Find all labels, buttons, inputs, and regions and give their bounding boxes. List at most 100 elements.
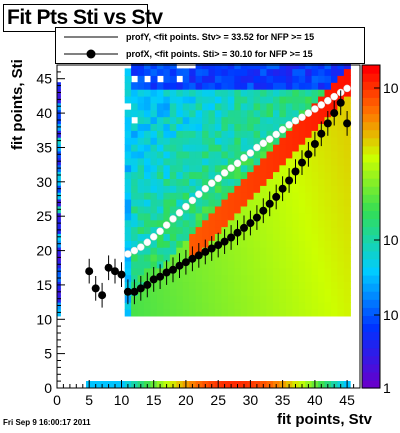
heatmap-cell	[331, 199, 338, 207]
profY-point	[162, 221, 171, 229]
profY-point	[272, 130, 280, 139]
heatmap-cell	[156, 192, 164, 200]
heatmap-cell	[311, 68, 319, 76]
profX-point	[207, 244, 216, 253]
heatmap-cell	[292, 102, 300, 111]
heatmap-cell	[305, 82, 313, 90]
heatmap-cell	[156, 116, 164, 124]
heatmap-cell	[273, 260, 280, 269]
heatmap-cell	[221, 123, 229, 131]
heatmap-cell	[292, 205, 300, 214]
heatmap-cell	[279, 157, 287, 166]
heatmap-cell	[318, 164, 326, 173]
heatmap-cell	[331, 192, 338, 200]
heatmap-cell	[337, 212, 345, 221]
heatmap-cell	[169, 123, 177, 131]
profX-point	[117, 270, 126, 279]
heatmap-cell	[221, 267, 229, 276]
profX-point	[188, 254, 197, 263]
heatmap-cell	[124, 75, 132, 83]
heatmap-cell	[240, 157, 248, 166]
heatmap-cell	[266, 247, 274, 255]
heatmap-cell	[131, 219, 139, 228]
heatmap-cell	[131, 233, 139, 241]
heatmap-cell	[202, 192, 210, 200]
heatmap-cell	[266, 157, 274, 166]
heatmap-cell	[240, 247, 248, 255]
heatmap-cell	[144, 95, 151, 104]
heatmap-cell	[253, 199, 261, 207]
heatmap-cell	[150, 68, 158, 76]
heatmap-cell	[331, 254, 338, 262]
heatmap-cell	[331, 274, 338, 283]
heatmap-cell	[266, 254, 274, 262]
heatmap-cell	[279, 288, 287, 296]
heatmap-cell	[247, 192, 255, 200]
heatmap-cell	[189, 219, 197, 228]
heatmap-cell	[240, 144, 248, 152]
heatmap-cell	[221, 75, 229, 83]
heatmap-cell	[343, 226, 351, 234]
heatmap-cell	[298, 309, 306, 317]
heatmap-cell	[234, 302, 242, 310]
profX-point	[156, 272, 165, 281]
heatmap-cell	[214, 89, 222, 97]
heatmap-cell	[292, 123, 300, 131]
heatmap-cell	[202, 89, 210, 97]
heatmap-cell	[279, 281, 287, 289]
heatmap-cell	[163, 240, 171, 248]
heatmap-cell	[234, 102, 242, 111]
profX-point	[98, 291, 107, 300]
heatmap-cell	[337, 199, 345, 207]
heatmap-cell	[285, 144, 293, 152]
profX-point	[227, 233, 236, 242]
heatmap-cell	[318, 219, 326, 228]
chart-title: Fit Pts Sti vs Stv	[7, 6, 163, 29]
heatmap-cell	[137, 267, 145, 276]
heatmap-cell	[285, 68, 293, 76]
heatmap-cell	[124, 150, 132, 159]
palette-band	[362, 323, 380, 333]
heatmap-cell	[279, 89, 287, 97]
heatmap-cell	[208, 89, 216, 97]
heatmap-cell	[208, 205, 216, 214]
heatmap-cell	[214, 288, 222, 296]
heatmap-cell	[182, 130, 190, 138]
heatmap-cell	[305, 95, 313, 104]
heatmap-cell	[144, 302, 151, 310]
profX-point	[149, 275, 158, 284]
heatmap-cell	[208, 157, 216, 166]
palette-tick-label: 1	[383, 380, 391, 396]
heatmap-cell	[260, 240, 268, 248]
heatmap-cell	[214, 199, 222, 207]
heatmap-cell	[247, 199, 255, 207]
heatmap-cell	[324, 199, 332, 207]
heatmap-cell	[279, 295, 287, 303]
heatmap-cell	[124, 82, 132, 90]
heatmap-cell	[214, 157, 222, 166]
heatmap-cell	[260, 185, 268, 193]
heatmap-cell	[292, 295, 300, 303]
heatmap-cell	[182, 192, 190, 200]
heatmap-cell	[221, 274, 229, 283]
heatmap-cell	[285, 95, 293, 104]
heatmap-cell	[240, 82, 248, 90]
heatmap-cell	[253, 123, 261, 131]
heatmap-cell	[202, 123, 210, 131]
heatmap-cell	[150, 109, 158, 118]
heatmap-cell	[240, 68, 248, 76]
heatmap-cell	[298, 247, 306, 255]
profX-point	[252, 213, 261, 222]
heatmap-cell	[227, 89, 235, 97]
profX-point	[259, 206, 268, 215]
heatmap-cell	[150, 178, 158, 186]
heatmap-cell	[292, 267, 300, 276]
heatmap-cell	[124, 212, 132, 221]
heatmap-cell	[324, 157, 332, 166]
heatmap-cell	[331, 130, 338, 138]
heatmap-cell	[189, 212, 197, 221]
heatmap-cell	[234, 150, 242, 159]
heatmap-cell	[150, 116, 158, 124]
heatmap-cell	[150, 157, 158, 166]
heatmap-cell	[182, 219, 190, 228]
